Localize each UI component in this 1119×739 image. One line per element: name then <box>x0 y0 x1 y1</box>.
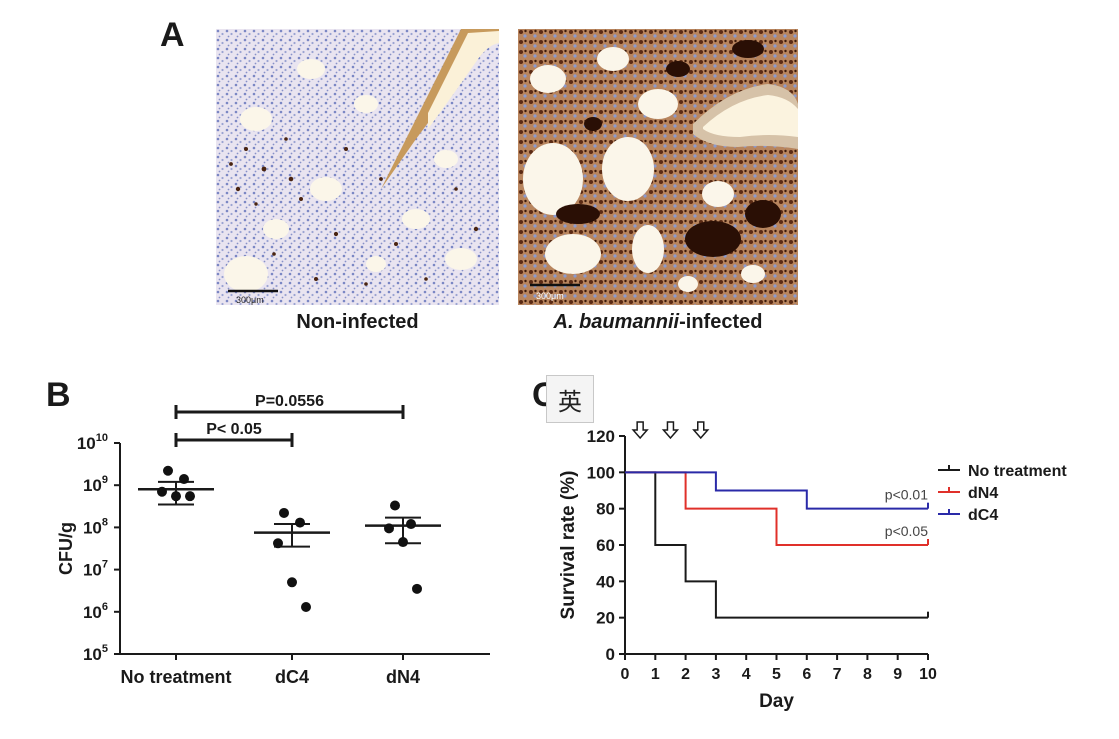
treatment-arrow-icon <box>631 421 649 440</box>
y-tick-label: 80 <box>596 500 615 519</box>
x-tick-label: 2 <box>681 666 690 683</box>
caption-infected: A. baumannii-infected <box>518 311 798 334</box>
survival-chart: 0 20 40 60 80 100 120 0 1 2 3 4 5 6 7 8 9 10 Day Survival r… <box>558 421 1067 712</box>
micrograph-non-infected-image: 300μm <box>216 29 499 305</box>
micrograph-infected: 300μm <box>518 29 798 305</box>
series-line-0 <box>625 471 928 619</box>
data-point <box>406 519 416 530</box>
caption-infected-species: A. baumannii <box>553 311 680 333</box>
micrograph-non-infected: 300μm <box>216 29 499 305</box>
y-axis-label: CFU/g <box>56 522 76 575</box>
data-point <box>398 537 408 548</box>
significance-label: P=0.0556 <box>255 393 324 410</box>
scale-bar-label-a1: 300μm <box>236 295 264 305</box>
legend-label: dC4 <box>968 507 998 524</box>
data-point <box>279 507 289 518</box>
y-tick-label: 106 <box>83 601 108 622</box>
x-tick-label: 10 <box>919 666 937 683</box>
series-annotation: p<0.05 <box>885 523 928 539</box>
x-tick-label: 3 <box>711 666 720 683</box>
y-tick-label: 107 <box>83 559 108 580</box>
scale-bar-label-a2: 300μm <box>536 291 564 301</box>
cfu-scatter-chart: 105 106 107 108 109 1010 CFU/g No treatment dC4 d… <box>56 393 490 687</box>
x-tick-label: 1 <box>651 666 660 683</box>
y-tick-label: 20 <box>596 609 615 628</box>
significance-label: P< 0.05 <box>206 421 262 438</box>
y-tick-label: 100 <box>587 463 615 482</box>
caption-infected-suffix: -infected <box>679 311 763 333</box>
y-tick-label: 1010 <box>77 432 108 453</box>
y-tick-label: 60 <box>596 536 615 555</box>
x-tick-label: 4 <box>742 666 751 683</box>
y-tick-label: 0 <box>606 645 615 664</box>
y-axis-label: Survival rate (%) <box>558 471 579 620</box>
x-tick-label: 7 <box>833 666 842 683</box>
data-point <box>295 517 305 528</box>
translate-icon[interactable]: 英 <box>546 375 594 423</box>
treatment-arrow-icon <box>692 421 710 440</box>
x-tick-label: 8 <box>863 666 872 683</box>
data-point <box>301 601 311 612</box>
data-point <box>185 491 195 502</box>
data-point <box>157 486 167 497</box>
legend-label: dN4 <box>968 485 998 502</box>
micrograph-infected-image: 300μm <box>518 29 798 305</box>
data-point <box>163 465 173 476</box>
x-tick-label: dN4 <box>386 667 420 687</box>
series-line-2 <box>625 471 928 510</box>
y-tick-label: 40 <box>596 572 615 591</box>
x-tick-label: dC4 <box>275 667 309 687</box>
data-point <box>171 491 181 502</box>
caption-non-infected: Non-infected <box>296 311 419 333</box>
data-point <box>384 523 394 534</box>
data-point <box>179 474 189 485</box>
panel-b-letter: B <box>46 376 71 414</box>
treatment-arrow-icon <box>661 421 680 440</box>
legend-label: No treatment <box>968 463 1067 480</box>
x-tick-label: 0 <box>621 666 630 683</box>
data-point <box>287 577 297 588</box>
y-tick-label: 120 <box>587 427 615 446</box>
x-tick-label: No treatment <box>120 667 231 687</box>
y-tick-label: 105 <box>83 643 108 664</box>
data-point <box>390 500 400 511</box>
y-tick-label: 108 <box>83 516 108 537</box>
x-tick-label: 9 <box>893 666 902 683</box>
data-point <box>412 583 422 594</box>
y-tick-label: 109 <box>83 474 108 495</box>
series-annotation: p<0.01 <box>885 487 928 503</box>
x-tick-label: 5 <box>772 666 781 683</box>
x-axis-label: Day <box>759 691 794 712</box>
panel-a-letter: A <box>160 16 185 54</box>
x-tick-label: 6 <box>802 666 811 683</box>
data-point <box>273 538 283 549</box>
